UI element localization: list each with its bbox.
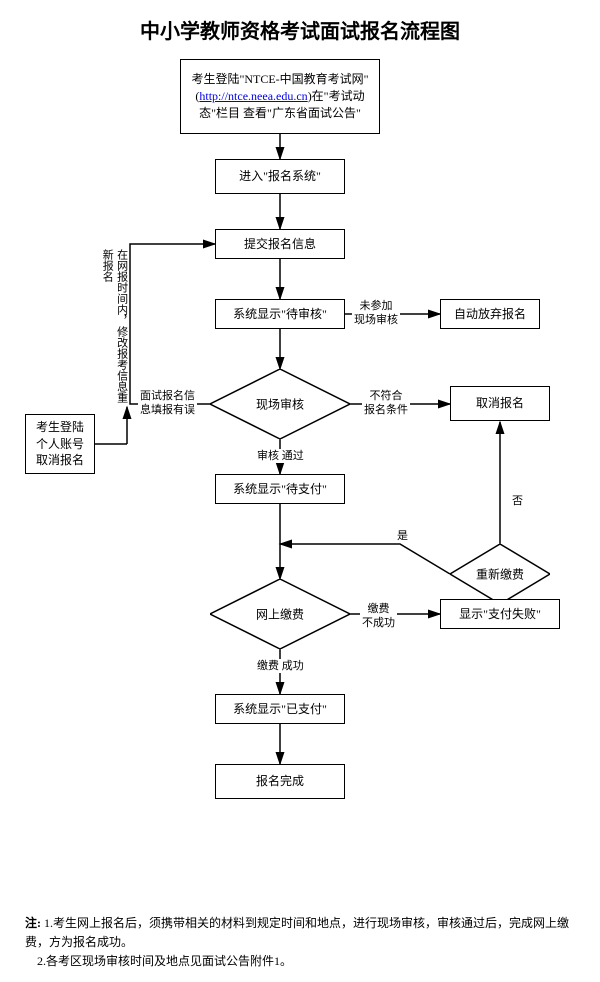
node-paid: 系统显示"已支付" (215, 694, 345, 724)
edge-yes: 是 (395, 529, 410, 543)
node-cancel-registration: 取消报名 (450, 386, 550, 421)
ntce-link[interactable]: http://ntce.neea.edu.cn (199, 89, 307, 103)
node-login-ntce: 考生登陆"NTCE-中国教育考试网"(http://ntce.neea.edu.… (180, 59, 380, 134)
node-online-payment: 网上缴费 (210, 579, 350, 649)
node-login-cancel: 考生登陆 个人账号 取消报名 (25, 414, 95, 474)
node-enter-system: 进入"报名系统" (215, 159, 345, 194)
note-2: 2.各考区现场审核时间及地点见面试公告附件1。 (37, 954, 292, 968)
edge-pay-fail: 缴费 不成功 (360, 602, 397, 631)
node-payment-failed: 显示"支付失败" (440, 599, 560, 629)
edge-review-pass: 审核 通过 (255, 449, 306, 463)
edge-info-wrong: 面试报名信 息填报有误 (138, 389, 197, 418)
node-onsite-review: 现场审核 (210, 369, 350, 439)
node-pending-payment: 系统显示"待支付" (215, 474, 345, 504)
page-title: 中小学教师资格考试面试报名流程图 (0, 0, 600, 54)
note-1: 1.考生网上报名后，须携带相关的材料到规定时间和地点，进行现场审核，审核通过后，… (25, 916, 569, 949)
node-pending-review: 系统显示"待审核" (215, 299, 345, 329)
flowchart-canvas: 考生登陆"NTCE-中国教育考试网"(http://ntce.neea.edu.… (0, 54, 600, 904)
edge-not-qualified: 不符合 报名条件 (362, 389, 410, 418)
notes-label: 注: (25, 916, 41, 930)
edge-no-onsite: 未参加 现场审核 (352, 299, 400, 328)
node-complete: 报名完成 (215, 764, 345, 799)
footnotes: 注: 1.考生网上报名后，须携带相关的材料到规定时间和地点，进行现场审核，审核通… (0, 904, 600, 982)
node-submit-info: 提交报名信息 (215, 229, 345, 259)
edge-modify-resubmit: 在网报时间内，修改报考信息重新报名 (100, 249, 129, 409)
edge-pay-success: 缴费 成功 (255, 659, 306, 673)
node-repay: 重新缴费 (450, 544, 550, 604)
node-text: 考生登陆"NTCE-中国教育考试网"(http://ntce.neea.edu.… (185, 71, 375, 121)
edge-no: 否 (510, 494, 525, 508)
node-auto-abandon: 自动放弃报名 (440, 299, 540, 329)
